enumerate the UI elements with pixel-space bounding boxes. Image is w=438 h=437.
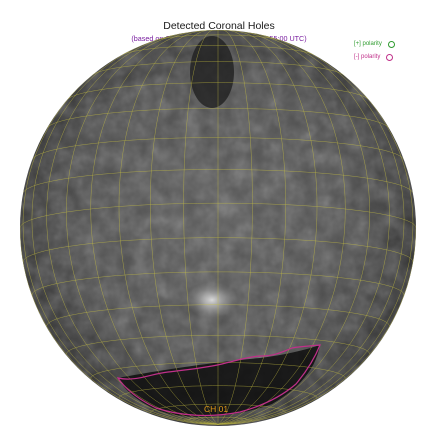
grid-longitude-line: [217, 34, 390, 425]
grid-longitude-line: [217, 72, 414, 425]
legend-positive-circle-icon: [387, 41, 395, 48]
grid-longitude-line: [31, 41, 219, 425]
grid-longitude-line: [46, 34, 219, 425]
grid-longitude-line: [217, 30, 286, 425]
grid-longitude-line: [217, 41, 405, 425]
grid-longitude-line: [217, 227, 416, 425]
legend-negative-circle-icon: [386, 54, 394, 61]
grid-longitude-line: [217, 32, 370, 425]
north-dark-region: [190, 36, 234, 108]
grid-longitude-line: [217, 30, 318, 425]
legend-negative-label: [-] polarity: [354, 54, 381, 60]
grid-longitude-line: [183, 30, 219, 425]
coronal-hole-boundary: [116, 344, 321, 417]
grid-longitude-line: [118, 30, 219, 425]
legend-positive-label: [+] polarity: [354, 41, 382, 47]
bright-region: [186, 282, 238, 318]
grid-longitude-line: [22, 72, 219, 425]
grid-longitude-line: [66, 32, 219, 425]
grid-longitude-line: [90, 31, 219, 425]
grid-longitude-line: [217, 30, 253, 425]
legend-positive-polarity: [+] polarity: [354, 40, 395, 49]
legend-negative-polarity: [-] polarity: [354, 53, 394, 62]
grid-longitude-line: [20, 227, 219, 425]
coronal-hole-label: CH 01: [204, 404, 229, 414]
heliographic-grid: [20, 30, 416, 425]
grid-longitude-line: [150, 30, 219, 425]
coronal-hole-region: [118, 345, 320, 417]
grid-longitude-line: [217, 31, 346, 425]
figure-title: Detected Coronal Holes: [163, 20, 275, 32]
